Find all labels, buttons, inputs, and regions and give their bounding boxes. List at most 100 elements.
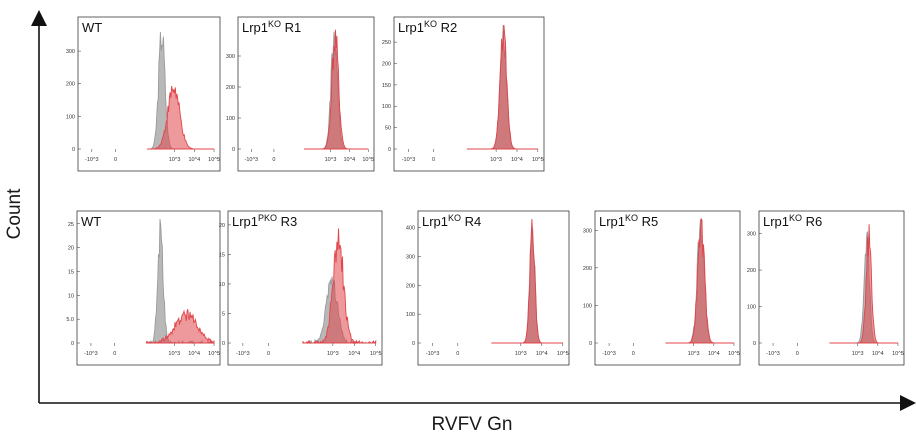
histogram-panel: 0 100 200 300 -10^3 0 10^3 10^4 10^5 Lrp1KO R1 <box>226 16 375 172</box>
x-tick-label: -10^3 <box>402 157 416 163</box>
x-tick-label: 0 <box>114 157 117 163</box>
panel-label: Lrp1KO R4 <box>422 213 481 229</box>
y-tick-label: 100 <box>226 116 235 122</box>
y-tick-label: 0 <box>72 147 75 153</box>
y-tick-label: 100 <box>66 114 75 120</box>
y-tick-label: 250 <box>382 40 391 46</box>
panel-frame <box>393 16 545 172</box>
x-tick-label: 10^4 <box>708 351 720 357</box>
x-tick-label: 10^5 <box>370 351 382 357</box>
x-tick-label: -10^3 <box>766 351 780 357</box>
y-tick-label: 50 <box>385 126 391 132</box>
panel-label: Lrp1KO R2 <box>398 19 457 35</box>
panel-frame <box>758 210 905 366</box>
y-tick-label: 200 <box>382 61 391 67</box>
x-tick-label: 10^3 <box>327 351 339 357</box>
y-tick-label: 20 <box>68 246 74 252</box>
x-tick-label: 0 <box>796 351 799 357</box>
x-tick-label: 0 <box>456 351 459 357</box>
y-tick-label: 200 <box>66 82 75 88</box>
panel-frame <box>77 16 221 172</box>
y-tick-label: 20 <box>219 223 225 229</box>
histogram-panel: 0 100 200 300 -10^3 0 10^3 10^4 10^5 Lrp1KO R5 <box>583 210 741 366</box>
y-tick-label: 0 <box>753 341 756 347</box>
x-axis-title: RVFV Gn <box>432 414 513 435</box>
x-tick-label: 0 <box>113 351 116 357</box>
sample-histogram <box>665 217 734 344</box>
x-tick-label: 10^4 <box>188 351 200 357</box>
x-tick-label: 10^5 <box>728 351 740 357</box>
sample-histogram <box>466 24 538 150</box>
y-tick-label: 0 <box>589 341 592 347</box>
x-tick-label: 10^5 <box>208 351 220 357</box>
x-tick-label: 0 <box>267 351 270 357</box>
x-tick-label: 10^4 <box>536 351 548 357</box>
y-tick-label: 200 <box>406 283 415 289</box>
panel-frame <box>594 210 741 366</box>
y-tick-label: 10 <box>68 293 74 299</box>
y-tick-label: 10 <box>219 282 225 288</box>
y-tick-label: 25 <box>68 222 74 228</box>
y-tick-label: 100 <box>583 303 592 309</box>
x-tick-label: 10^3 <box>168 351 180 357</box>
x-tick-label: 0 <box>632 351 635 357</box>
y-tick-label: 0 <box>232 147 235 153</box>
x-tick-label: -10^3 <box>426 351 440 357</box>
y-tick-label: 0 <box>71 341 74 347</box>
x-tick-label: 10^4 <box>343 157 355 163</box>
panel-frame <box>237 16 375 172</box>
x-tick-label: 10^3 <box>515 351 527 357</box>
y-tick-label: 0 <box>222 341 225 347</box>
histogram-panel: 0 5.0 10 15 20 25 -10^3 0 10^3 10^4 10^5 WT <box>66 210 221 366</box>
y-axis-title: Count <box>4 188 25 239</box>
histogram-panel: 0 100 200 300 -10^3 0 10^3 10^4 10^5 Lrp1KO R6 <box>747 210 905 366</box>
y-tick-label: 0 <box>412 341 415 347</box>
x-tick-label: 0 <box>272 157 275 163</box>
panel-label: WT <box>81 214 101 229</box>
panel-label: Lrp1KO R5 <box>599 213 658 229</box>
panel-label: Lrp1KO R1 <box>242 19 301 35</box>
y-tick-label: 100 <box>747 305 756 311</box>
y-tick-label: 400 <box>406 226 415 232</box>
y-tick-label: 300 <box>406 254 415 260</box>
x-tick-label: -10^3 <box>602 351 616 357</box>
x-tick-label: 10^3 <box>169 157 181 163</box>
panel-frame <box>417 210 570 366</box>
sample-histogram <box>302 228 377 345</box>
y-tick-label: 300 <box>747 232 756 238</box>
y-tick-label: 200 <box>747 268 756 274</box>
x-tick-label: -10^3 <box>84 351 98 357</box>
x-tick-label: 10^5 <box>208 157 220 163</box>
x-tick-label: 10^4 <box>348 351 360 357</box>
sample-histogram <box>491 218 563 344</box>
x-tick-label: 10^4 <box>188 157 200 163</box>
x-tick-label: 10^5 <box>557 351 569 357</box>
x-tick-label: 10^5 <box>532 157 544 163</box>
y-tick-label: 150 <box>382 83 391 89</box>
histogram-panel: 0 100 200 300 -10^3 0 10^3 10^4 10^5 WT <box>66 16 221 172</box>
x-tick-label: -10^3 <box>85 157 99 163</box>
y-tick-label: 300 <box>583 228 592 234</box>
x-tick-label: 10^5 <box>362 157 374 163</box>
y-tick-label: 300 <box>66 49 75 55</box>
y-tick-label: 300 <box>226 54 235 60</box>
histogram-panel: 0 100 200 300 400 -10^3 0 10^3 10^4 10^5 Lrp1KO R4 <box>406 210 570 366</box>
y-tick-label: 200 <box>226 85 235 91</box>
y-tick-label: 5 <box>222 311 225 317</box>
y-tick-label: 100 <box>382 104 391 110</box>
x-tick-label: -10^3 <box>236 351 250 357</box>
histogram-panel: 0 5 10 15 20 -10^3 0 10^3 10^4 10^5 Lrp1PKO R3 <box>219 210 383 366</box>
x-tick-label: 0 <box>432 157 435 163</box>
sample-histogram <box>829 224 898 344</box>
sample-histogram <box>146 309 215 344</box>
sample-histogram <box>147 86 215 150</box>
x-tick-label: 10^3 <box>490 157 502 163</box>
panel-label: Lrp1KO R6 <box>763 213 822 229</box>
y-tick-label: 0 <box>388 147 391 153</box>
x-tick-label: 10^3 <box>325 157 337 163</box>
y-tick-label: 15 <box>219 252 225 258</box>
y-tick-label: 100 <box>406 312 415 318</box>
histogram-panel: 0 50 100 150 200 250 -10^3 0 10^3 10^4 10^5 Lrp1KO … <box>382 16 545 172</box>
